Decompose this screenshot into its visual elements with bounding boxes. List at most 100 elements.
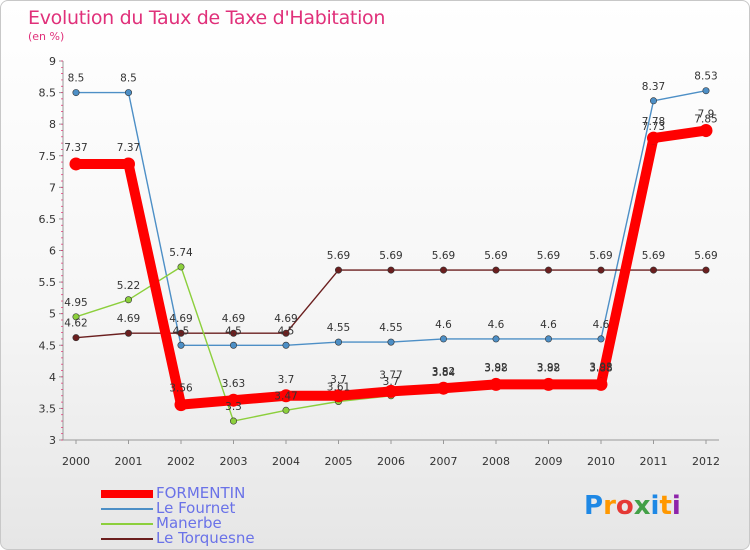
logo-letter: o xyxy=(615,491,634,521)
series-line-le-fournet xyxy=(75,90,707,346)
data-label: 3.63 xyxy=(222,378,245,390)
data-label: 5.69 xyxy=(379,250,402,262)
data-label: 5.74 xyxy=(169,247,193,259)
data-point xyxy=(177,329,185,337)
logo-letter: x xyxy=(633,491,651,521)
data-point xyxy=(334,338,342,346)
data-point xyxy=(282,329,290,337)
data-point xyxy=(125,89,133,97)
data-point xyxy=(177,341,185,349)
data-label: 3.88 xyxy=(589,362,612,374)
data-label: 3.7 xyxy=(330,374,347,386)
data-label: 7.9 xyxy=(698,108,715,120)
data-point xyxy=(334,266,342,274)
data-point xyxy=(230,329,238,337)
data-label: 8.5 xyxy=(120,73,137,85)
data-label: 3.47 xyxy=(274,390,297,402)
logo-letter: i xyxy=(671,491,681,521)
data-label: 4.5 xyxy=(278,325,295,337)
y-tick-label: 8 xyxy=(49,118,56,131)
data-point xyxy=(489,377,503,391)
data-point xyxy=(439,266,447,274)
y-tick-label: 7 xyxy=(49,181,56,194)
data-point xyxy=(282,406,290,414)
y-tick-label: 3 xyxy=(49,434,56,447)
x-tick-label: 2001 xyxy=(115,455,143,468)
data-point xyxy=(597,335,605,343)
data-label: 8.53 xyxy=(694,71,717,83)
chart-subtitle: (en %) xyxy=(28,30,65,43)
y-tick-label: 6.5 xyxy=(39,213,57,226)
data-point xyxy=(439,335,447,343)
y-tick-label: 7.5 xyxy=(39,150,57,163)
data-label: 7.73 xyxy=(642,121,665,133)
legend-label: Le Fournet xyxy=(156,499,236,517)
data-point xyxy=(702,87,710,95)
legend-swatch xyxy=(101,537,153,540)
data-label: 4.6 xyxy=(435,319,452,331)
data-label: 3.92 xyxy=(484,362,507,374)
data-label: 4.55 xyxy=(379,322,402,334)
data-label: 5.69 xyxy=(537,250,560,262)
data-point xyxy=(177,263,185,271)
data-label: 7.85 xyxy=(694,114,717,126)
data-label: 5.69 xyxy=(694,250,717,262)
data-label: 4.69 xyxy=(117,313,140,325)
data-point xyxy=(125,296,133,304)
data-label: 5.69 xyxy=(589,250,612,262)
data-label: 4.6 xyxy=(593,319,610,331)
data-point xyxy=(544,266,552,274)
legend-swatch xyxy=(101,522,153,525)
x-tick-label: 2009 xyxy=(535,455,563,468)
data-point xyxy=(69,157,83,171)
data-point xyxy=(122,157,135,171)
data-point xyxy=(649,266,657,274)
data-label: 3.84 xyxy=(432,367,456,379)
data-point xyxy=(332,389,345,403)
y-tick-label: 5.5 xyxy=(39,276,57,289)
logo-letter: i xyxy=(650,491,660,521)
data-label: 4.95 xyxy=(64,297,87,309)
data-label: 4.6 xyxy=(540,319,557,331)
data-point xyxy=(647,131,660,145)
data-point xyxy=(72,313,80,321)
data-label: 3.88 xyxy=(484,362,507,374)
data-label: 7.37 xyxy=(117,142,140,154)
data-label: 4.55 xyxy=(327,322,350,334)
x-tick-label: 2011 xyxy=(640,455,668,468)
legend-swatch xyxy=(101,489,153,498)
data-point xyxy=(542,377,555,391)
chart-title: Evolution du Taux de Taxe d'Habitation xyxy=(28,7,386,29)
data-label: 7.37 xyxy=(64,142,87,154)
x-tick-label: 2008 xyxy=(482,455,510,468)
data-label: 4.69 xyxy=(169,313,192,325)
y-tick-label: 6 xyxy=(49,245,56,258)
data-label: 8.5 xyxy=(68,73,85,85)
data-point xyxy=(544,335,552,343)
x-tick-label: 2002 xyxy=(167,455,195,468)
data-point xyxy=(387,338,395,346)
data-point xyxy=(230,417,238,425)
data-label: 3.56 xyxy=(169,383,193,395)
data-point xyxy=(597,266,605,274)
data-label: 8.37 xyxy=(642,81,665,93)
data-label: 3.92 xyxy=(537,362,560,374)
data-label: 3.93 xyxy=(589,361,612,373)
data-label: 4.5 xyxy=(225,325,242,337)
data-point xyxy=(72,334,80,342)
data-label: 4.69 xyxy=(222,313,245,325)
data-label: 3.7 xyxy=(383,376,400,388)
data-label: 5.69 xyxy=(432,250,455,262)
data-label: 3.7 xyxy=(278,374,295,386)
data-point xyxy=(437,381,450,395)
logo-letter: t xyxy=(659,491,672,521)
data-label: 5.69 xyxy=(484,250,507,262)
y-tick-label: 9 xyxy=(49,55,56,68)
data-point xyxy=(492,335,500,343)
data-point xyxy=(174,398,188,412)
data-label: 4.5 xyxy=(173,325,190,337)
legend-swatch xyxy=(101,507,153,510)
data-point xyxy=(649,97,657,105)
data-label: 3.82 xyxy=(432,366,455,378)
